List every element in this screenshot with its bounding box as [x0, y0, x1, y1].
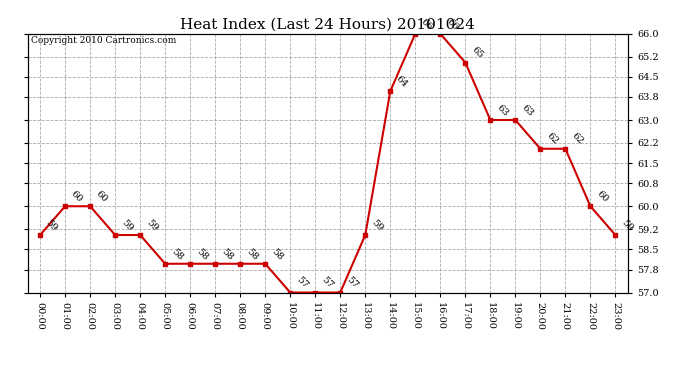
Text: 59: 59 — [620, 218, 635, 233]
Text: 63: 63 — [495, 103, 510, 118]
Text: Copyright 2010 Cartronics.com: Copyright 2010 Cartronics.com — [30, 36, 176, 45]
Text: 58: 58 — [244, 246, 259, 262]
Text: 65: 65 — [469, 45, 484, 60]
Text: 59: 59 — [119, 218, 135, 233]
Text: 57: 57 — [319, 275, 335, 290]
Text: 64: 64 — [395, 74, 410, 89]
Text: 58: 58 — [169, 246, 184, 262]
Text: 59: 59 — [144, 218, 159, 233]
Text: 60: 60 — [95, 189, 109, 204]
Text: 63: 63 — [520, 103, 535, 118]
Text: 57: 57 — [295, 275, 310, 290]
Text: 58: 58 — [195, 246, 209, 262]
Text: 58: 58 — [219, 246, 235, 262]
Text: 59: 59 — [369, 218, 384, 233]
Text: 66: 66 — [444, 16, 460, 32]
Text: 62: 62 — [569, 132, 584, 147]
Title: Heat Index (Last 24 Hours) 20101024: Heat Index (Last 24 Hours) 20101024 — [180, 17, 475, 31]
Text: 62: 62 — [544, 132, 560, 147]
Text: 60: 60 — [595, 189, 609, 204]
Text: 57: 57 — [344, 275, 359, 290]
Text: 59: 59 — [44, 218, 59, 233]
Text: 60: 60 — [69, 189, 84, 204]
Text: 66: 66 — [420, 16, 435, 32]
Text: 58: 58 — [269, 246, 284, 262]
